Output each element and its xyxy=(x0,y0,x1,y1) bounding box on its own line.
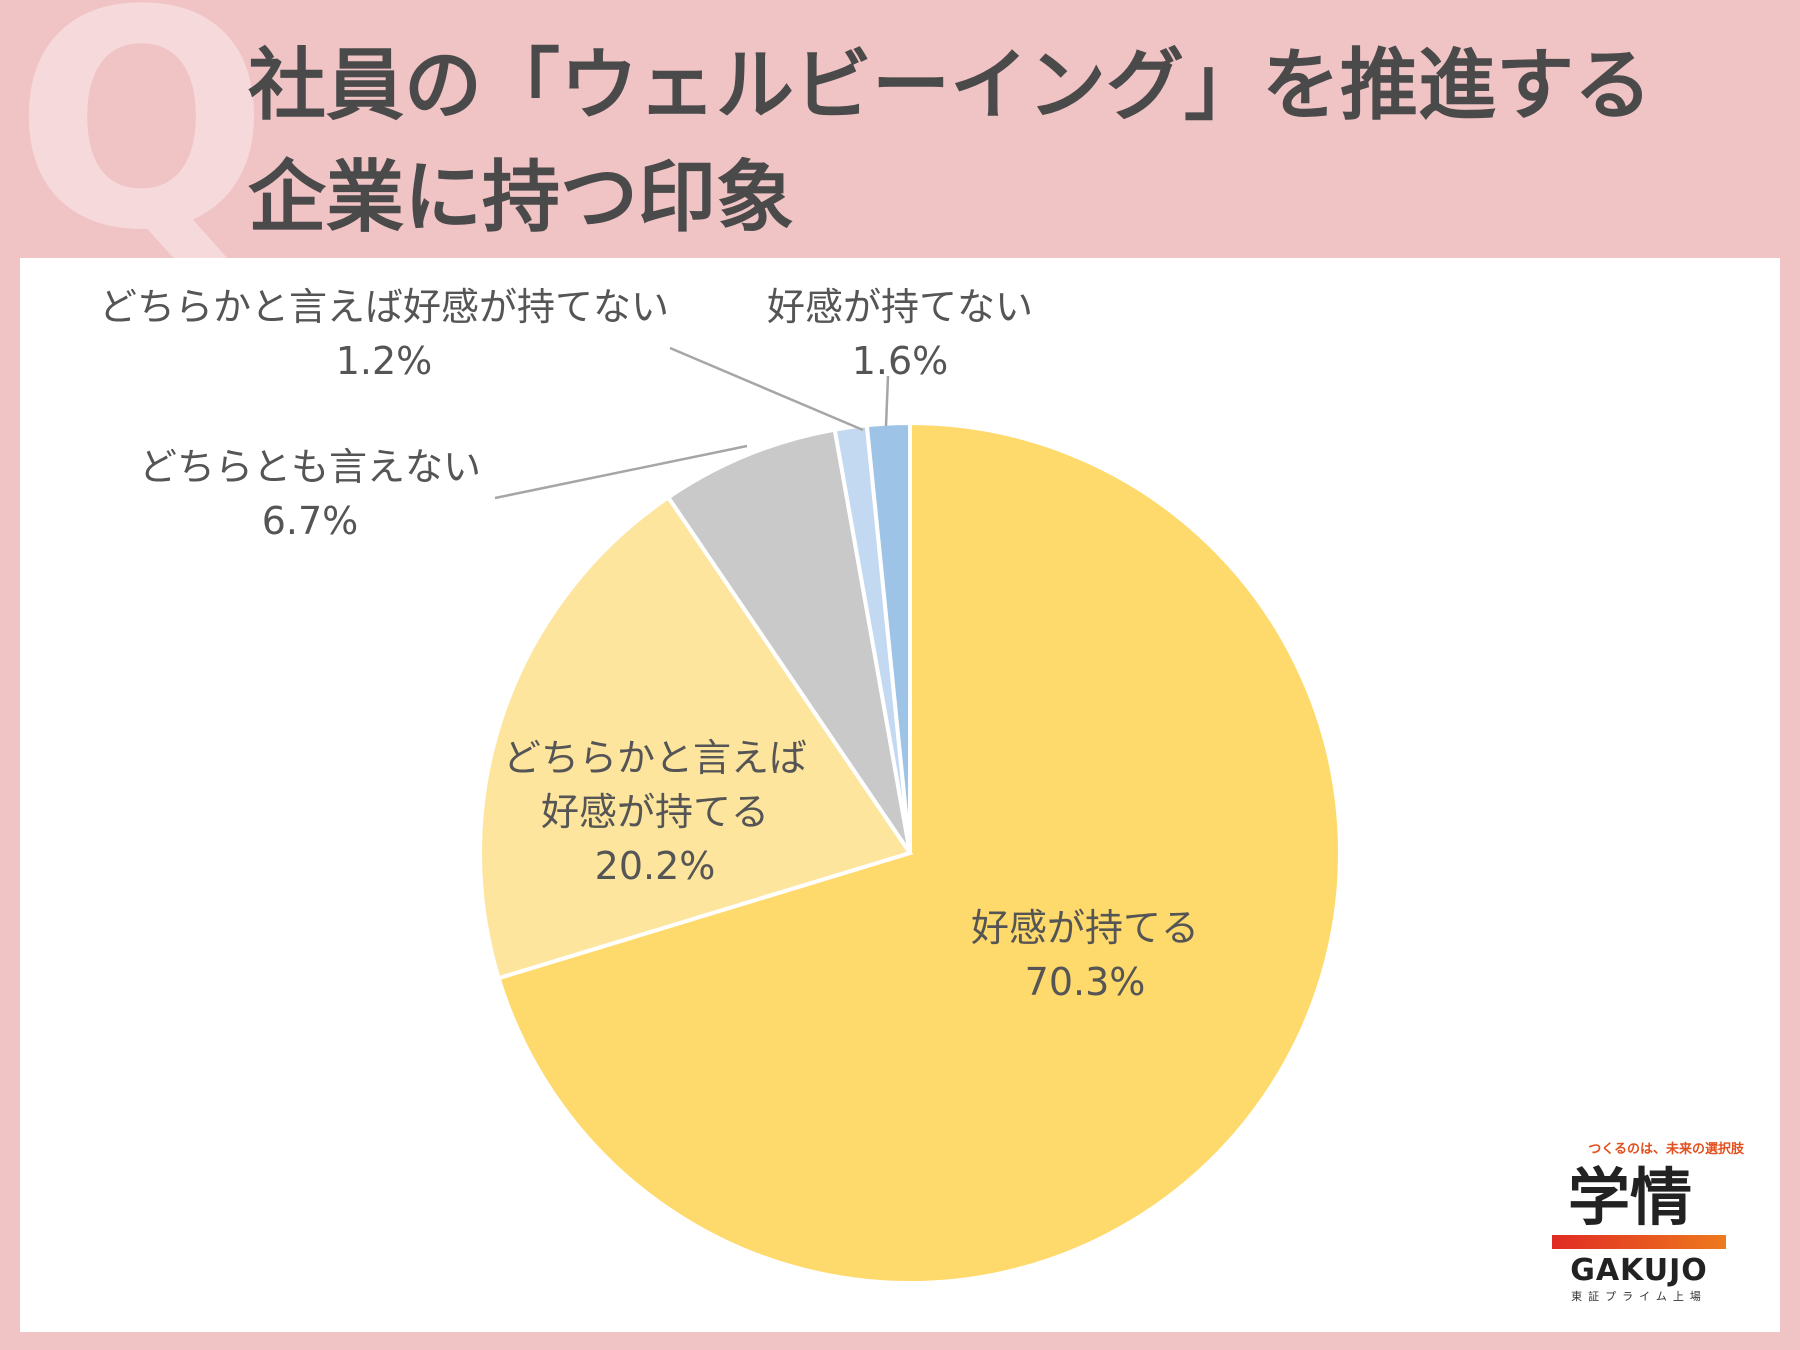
slice-label-2: どちらとも言えない xyxy=(139,445,481,489)
slice-label-1: 好感が持てる xyxy=(541,790,769,834)
slice-label-1: どちらかと言えば xyxy=(503,736,807,780)
logo-mark: 学情 xyxy=(1567,1161,1692,1234)
gakujo-logo: つくるのは、未来の選択肢 学情 GAKUJO 東証プライム上場 xyxy=(1534,1138,1744,1304)
title-line-1: 社員の「ウェルビーイング」を推進する xyxy=(248,41,1653,131)
leader-line-3 xyxy=(669,346,864,432)
logo-bar xyxy=(1552,1235,1726,1249)
leader-line-4 xyxy=(884,375,890,427)
slice-value-0: 70.3% xyxy=(1025,960,1146,1004)
logo-tagline: つくるのは、未来の選択肢 xyxy=(1588,1142,1744,1157)
q-mark: Q xyxy=(14,0,270,296)
pie-slice-2 xyxy=(665,427,912,855)
page-title: 社員の「ウェルビーイング」を推進する 企業に持つ印象 xyxy=(248,30,1768,254)
slice-value-3: 1.2% xyxy=(336,339,433,383)
slice-value-2: 6.7% xyxy=(262,499,359,543)
slice-value-4: 1.6% xyxy=(852,339,949,383)
leader-line-2 xyxy=(494,444,748,500)
slice-value-1: 20.2% xyxy=(595,844,716,888)
title-line-2: 企業に持つ印象 xyxy=(248,153,795,243)
slice-label-3: どちらかと言えば好感が持てない xyxy=(99,285,669,329)
pie-slice-4 xyxy=(864,420,912,854)
logo-sub: 東証プライム上場 xyxy=(1571,1290,1707,1303)
pie-slice-0 xyxy=(496,420,1342,1285)
slice-label-4: 好感が持てない xyxy=(767,285,1033,329)
chart-panel: 好感が持てる 70.3% どちらかと言えば 好感が持てる 20.2% どちらとも言えない 6… xyxy=(20,258,1780,1332)
slice-label-0: 好感が持てる xyxy=(971,906,1199,950)
pie-chart: 好感が持てる70.3%どちらかと言えば好感が持てる20.2%どちらとも言えない6… xyxy=(99,285,1342,1285)
pie-slice-1 xyxy=(478,494,914,981)
logo-english: GAKUJO xyxy=(1570,1253,1708,1288)
